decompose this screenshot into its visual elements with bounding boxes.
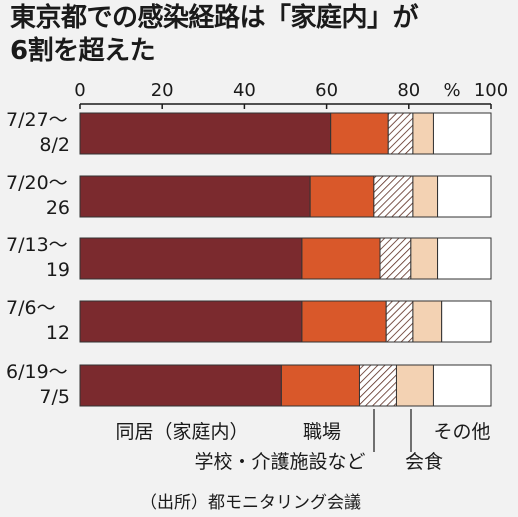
legend-label-other: その他 [433, 421, 490, 443]
bar-segment-school-4 [358, 364, 397, 407]
category-label-1-line1: 7/20〜 [6, 172, 68, 194]
bar-segment-dining-2 [410, 237, 439, 280]
x-axis: 0 20 40 60 80 100% [74, 80, 508, 109]
bar-segment-school-0 [387, 112, 414, 155]
bar-segment-home-1 [79, 175, 311, 218]
source-note: （出所）都モニタリング会議 [140, 493, 361, 513]
bar-segment-school-2 [379, 237, 412, 280]
category-label-4-line1: 6/19〜 [6, 361, 68, 383]
bars [79, 112, 492, 407]
category-label-2-line2: 19 [46, 259, 70, 281]
bar-segment-other-1 [437, 175, 492, 218]
legend-label-school: 学校・介護施設など [194, 451, 365, 473]
bar-segment-work-4 [280, 364, 360, 407]
x-tick-label-20: 20 [151, 80, 174, 101]
bar-segment-work-2 [301, 237, 381, 280]
bar-segment-school-1 [373, 175, 414, 218]
legend-label-home: 同居（家庭内） [115, 421, 248, 443]
bar-segment-other-0 [432, 112, 492, 155]
bar-segment-work-1 [309, 175, 375, 218]
category-label-3-line1: 7/6〜 [6, 297, 56, 319]
x-tick-label-100: 100 [474, 80, 508, 101]
bar-segment-dining-0 [412, 112, 434, 155]
legend-label-work: 職場 [303, 421, 341, 443]
bar-segment-dining-3 [412, 300, 443, 343]
x-tick-label-0: 0 [74, 80, 85, 101]
category-label-0-line1: 7/27〜 [6, 109, 68, 131]
chart-title: 東京都での感染経路は「家庭内」が 6割を超えた [10, 2, 510, 68]
bar-segment-other-3 [441, 300, 492, 343]
category-labels: 7/27〜 8/2 7/20〜 26 7/13〜 19 7/6〜 12 6/19〜 7/5 [6, 109, 70, 408]
bar-segment-work-0 [330, 112, 389, 155]
category-label-4-line2: 7/5 [39, 386, 70, 408]
bar-segment-home-2 [79, 237, 303, 280]
bar-segment-dining-4 [395, 364, 434, 407]
x-tick-label-60: 60 [315, 80, 338, 101]
category-label-2-line1: 7/13〜 [6, 234, 68, 256]
bar-segment-other-2 [437, 237, 492, 280]
bar-segment-home-3 [79, 300, 303, 343]
x-tick-label-40: 40 [233, 80, 256, 101]
bar-segment-home-0 [79, 112, 332, 155]
bar-segment-home-4 [79, 364, 282, 407]
category-label-3-line2: 12 [46, 322, 70, 344]
x-unit-label: % [443, 80, 460, 101]
bar-segment-work-3 [301, 300, 387, 343]
legend-label-dining: 会食 [405, 451, 443, 473]
title-line-1: 東京都での感染経路は「家庭内」が [10, 3, 419, 33]
bar-segment-dining-1 [412, 175, 439, 218]
category-label-1-line2: 26 [46, 197, 70, 219]
bar-segment-school-3 [385, 300, 414, 343]
x-tick-label-80: 80 [397, 80, 420, 101]
category-label-0-line2: 8/2 [39, 134, 70, 156]
title-line-2: 6割を超えた [10, 36, 156, 66]
bar-segment-other-4 [432, 364, 492, 407]
